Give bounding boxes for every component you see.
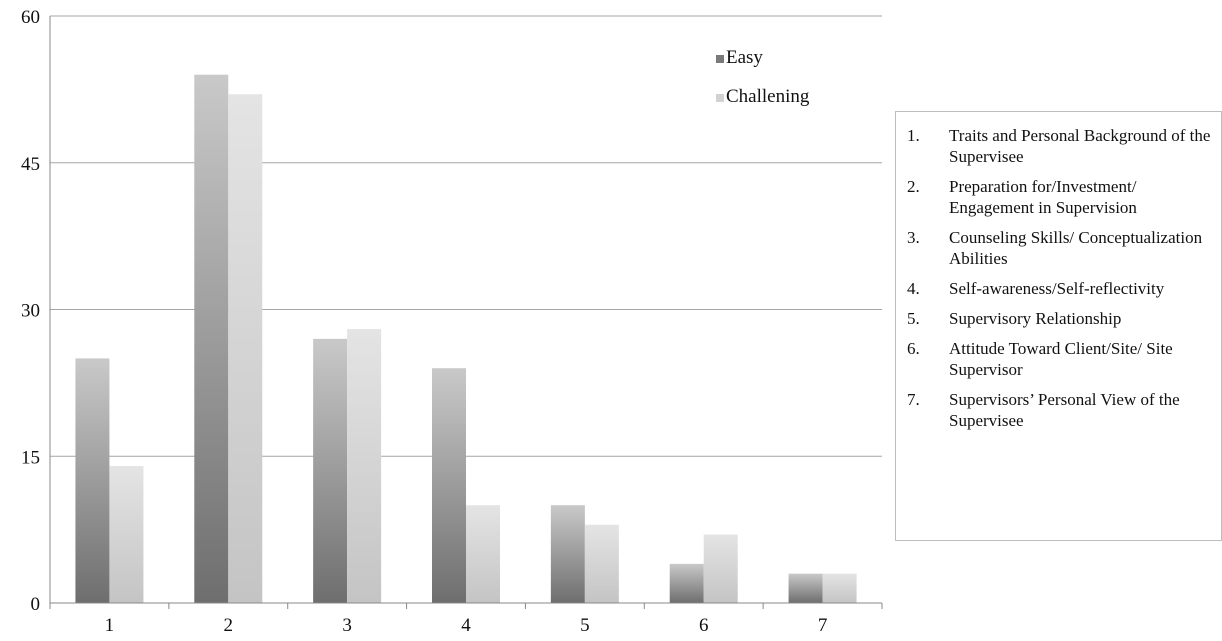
bar-easy	[788, 573, 823, 603]
category-key: 1. Traits and Personal Background of the …	[895, 111, 1222, 541]
y-tick-label: 30	[21, 301, 40, 322]
bar-challening	[466, 505, 500, 603]
x-tick-label: 5	[580, 615, 590, 636]
category-key-text: Self-awareness/Self-reflectivity	[949, 279, 1165, 298]
category-key-number: 2.	[907, 177, 920, 196]
bars	[75, 74, 857, 604]
category-key-item: 4. Self-awareness/Self-reflectivity	[907, 278, 1211, 299]
category-key-item: 5. Supervisory Relationship	[907, 308, 1211, 329]
y-tick-label: 0	[31, 594, 41, 615]
bar-easy	[194, 74, 229, 603]
legend-swatch	[716, 94, 724, 102]
bar-challening	[347, 329, 382, 603]
x-tick-label: 7	[818, 615, 828, 636]
legend: Easy Challening	[716, 47, 810, 107]
category-key-text: Attitude Toward Client/Site/ Site Superv…	[949, 339, 1173, 379]
category-key-text: Traits and Personal Background of the Su…	[949, 126, 1211, 166]
bar-easy	[432, 368, 466, 603]
bar-easy	[669, 563, 704, 603]
bar-challening	[703, 534, 738, 603]
x-tick-label: 2	[224, 615, 234, 636]
y-tick-label: 60	[21, 7, 40, 28]
category-key-item: 2. Preparation for/Investment/ Engagement…	[907, 176, 1211, 218]
category-key-text: Supervisors’ Personal View of the Superv…	[949, 390, 1180, 430]
category-key-number: 5.	[907, 309, 920, 328]
category-key-number: 3.	[907, 228, 920, 247]
category-key-number: 1.	[907, 126, 920, 145]
bar-challening	[228, 94, 263, 604]
category-key-item: 1. Traits and Personal Background of the …	[907, 125, 1211, 167]
category-key-text: Counseling Skills/ Conceptualization Abi…	[949, 228, 1203, 268]
legend-label: Easy	[726, 47, 763, 68]
bar-challening	[822, 573, 857, 603]
category-key-item: 7. Supervisors’ Personal View of the Supe…	[907, 389, 1211, 431]
category-key-item: 3. Counseling Skills/ Conceptualization A…	[907, 227, 1211, 269]
category-key-number: 7.	[907, 390, 920, 409]
x-tick-label: 4	[461, 615, 471, 636]
category-key-number: 4.	[907, 279, 920, 298]
y-tick-label: 45	[21, 154, 40, 175]
bar-challening	[584, 524, 619, 603]
legend-swatch	[716, 55, 724, 63]
bar-easy	[550, 505, 585, 603]
x-tick-label: 6	[699, 615, 709, 636]
x-tick-label: 3	[342, 615, 352, 636]
category-key-text: Supervisory Relationship	[949, 309, 1122, 328]
bar-easy	[313, 338, 348, 603]
bar-challening	[109, 466, 144, 603]
bar-easy	[75, 358, 110, 603]
category-key-number: 6.	[907, 339, 920, 358]
legend-label: Challening	[726, 86, 810, 107]
category-key-text: Preparation for/Investment/ Engagement i…	[949, 177, 1137, 217]
y-tick-label: 15	[21, 447, 40, 468]
category-key-item: 6. Attitude Toward Client/Site/ Site Supe…	[907, 338, 1211, 380]
x-tick-label: 1	[105, 615, 115, 636]
